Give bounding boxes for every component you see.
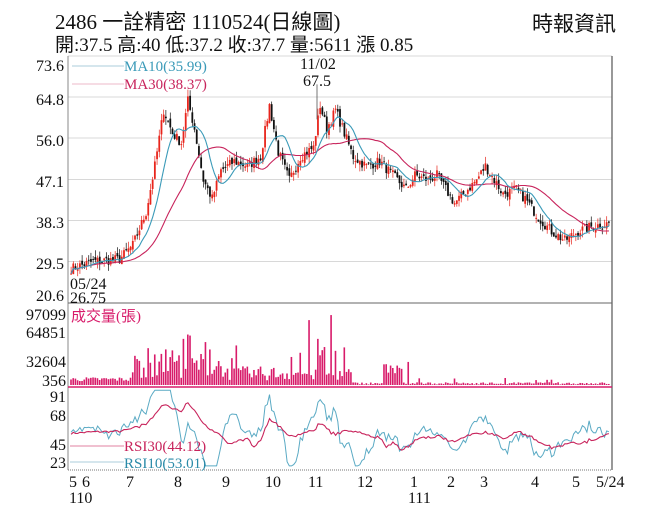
xtick: 2	[447, 474, 455, 491]
volume-label: 成交量(張)	[71, 307, 141, 325]
xtick: 9	[222, 474, 230, 491]
price-ytick: 29.5	[36, 256, 64, 273]
xtick: 5/24	[596, 474, 624, 491]
low-value-annotation: 26.75	[70, 290, 106, 307]
price-ytick: 64.8	[36, 92, 64, 109]
price-ytick: 38.3	[36, 215, 64, 232]
rsi-ytick: 68	[50, 408, 66, 425]
high-value-annotation: 67.5	[303, 73, 331, 90]
xtick: 6	[82, 474, 90, 491]
year-label: 110	[69, 490, 92, 507]
high-date-annotation: 11/02	[300, 56, 336, 73]
xtick: 5	[69, 474, 77, 491]
ma30-legend: MA30(38.37)	[124, 77, 207, 93]
price-ytick: 20.6	[36, 288, 64, 305]
volume-ytick: 356	[42, 373, 66, 390]
year-label: 111	[408, 490, 431, 507]
rsi10-line	[70, 389, 610, 467]
rsi-ytick: 23	[50, 455, 66, 472]
rsi-ytick: 45	[50, 437, 66, 454]
price-ytick: 56.0	[36, 133, 64, 150]
price-ytick: 47.1	[36, 174, 64, 191]
xtick: 3	[480, 474, 488, 491]
ma30-line	[70, 138, 609, 274]
volume-ytick: 32604	[26, 354, 66, 371]
xtick: 4	[531, 474, 539, 491]
ma10-line	[70, 116, 610, 274]
xtick: 5	[572, 474, 580, 491]
volume-ytick: 97099	[26, 307, 66, 324]
ohlc-summary: 開:37.5 高:40 低:37.2 收:37.7 量:5611 漲 0.85	[55, 35, 414, 56]
xtick: 1	[410, 474, 418, 491]
ma10-legend: MA10(35.99)	[124, 59, 207, 75]
xtick: 8	[174, 474, 182, 491]
xtick: 7	[126, 474, 134, 491]
volume-ytick: 64851	[26, 325, 66, 342]
xtick: 12	[357, 474, 373, 491]
rsi30-legend: RSI30(44.12)	[124, 439, 206, 455]
rsi-ytick: 91	[50, 389, 66, 406]
rsi30-line	[70, 402, 610, 451]
data-source: 時報資訊	[532, 12, 616, 36]
chart-title: 2486 一詮精密 1110524(日線圖)	[55, 10, 341, 34]
rsi10-legend: RSI10(53.01)	[124, 456, 206, 472]
candlesticks	[70, 84, 610, 277]
xtick: 10	[265, 474, 281, 491]
low-date-annotation: 05/24	[70, 276, 106, 293]
xtick: 11	[308, 474, 323, 491]
price-ytick: 73.6	[36, 58, 64, 75]
volume-bars	[70, 315, 610, 385]
